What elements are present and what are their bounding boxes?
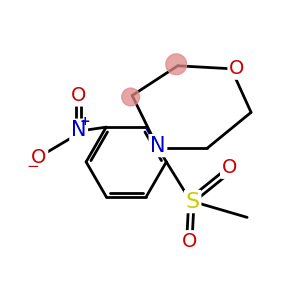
Text: −: − xyxy=(27,159,40,174)
Text: O: O xyxy=(182,232,197,250)
Circle shape xyxy=(166,54,187,75)
Circle shape xyxy=(122,88,140,106)
Text: S: S xyxy=(185,191,200,212)
Text: O: O xyxy=(229,59,244,78)
Text: +: + xyxy=(80,116,91,128)
Text: N: N xyxy=(71,120,86,140)
Text: O: O xyxy=(31,148,47,167)
Text: N: N xyxy=(150,136,166,156)
Text: O: O xyxy=(222,158,237,177)
Text: O: O xyxy=(71,86,86,105)
